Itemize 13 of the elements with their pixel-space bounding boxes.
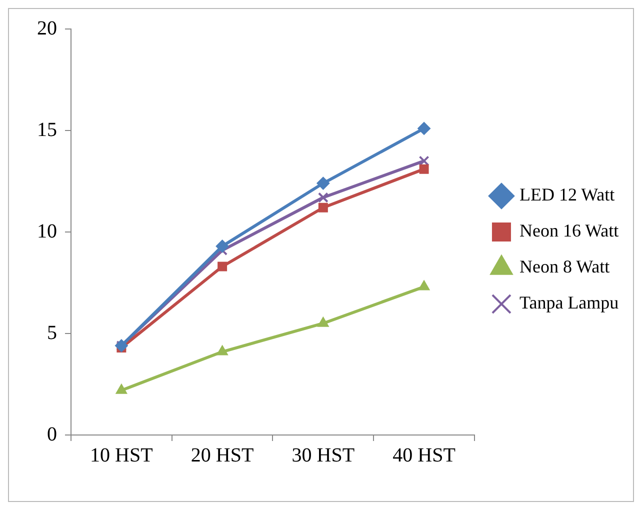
legend-label: Neon 8 Watt [519, 256, 610, 277]
y-tick-label: 0 [47, 423, 57, 446]
y-tick-label: 20 [37, 17, 57, 40]
y-tick-label: 15 [37, 118, 57, 141]
x-tick-label: 30 HST [292, 444, 355, 466]
x-tick-label: 10 HST [90, 444, 153, 466]
x-tick-label: 20 HST [190, 444, 254, 466]
y-tick-label: 10 [37, 220, 57, 242]
legend-label: Neon 16 Watt [519, 220, 619, 241]
y-tick-label: 5 [47, 322, 57, 344]
x-tick-label: 40 HST [392, 444, 456, 466]
legend-label: LED 12 Watt [519, 184, 615, 205]
legend-label: Tanpa Lampu [519, 292, 619, 313]
